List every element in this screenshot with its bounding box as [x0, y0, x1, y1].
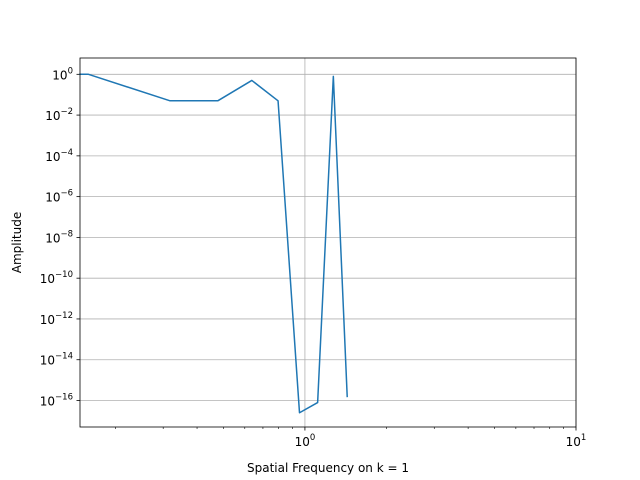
y-tick-label: 10−8: [45, 229, 73, 245]
y-tick-label: 10−4: [45, 148, 73, 164]
y-tick-label: 10−16: [40, 392, 73, 408]
ticks: [76, 73, 577, 431]
y-tick-label: 10−6: [45, 189, 73, 205]
plot-frame: [79, 57, 577, 428]
series-line: [79, 73, 348, 414]
tick-labels: 100 101 100 10−2 10−4 10−6 10−8 10−10 10−12 10−14…: [40, 66, 587, 449]
x-axis-title: Spatial Frequency on k = 1: [247, 461, 409, 475]
series-layer: [79, 73, 348, 414]
y-tick-label: 10−12: [40, 311, 73, 327]
y-tick-label: 100: [52, 66, 73, 82]
y-tick-label: 10−14: [40, 352, 73, 368]
y-tick-label: 10−2: [45, 107, 73, 123]
y-tick-label: 10−10: [40, 270, 73, 286]
x-tick-label: 100: [295, 433, 316, 449]
x-tick-label: 101: [566, 433, 587, 449]
y-axis-title: Amplitude: [10, 212, 24, 274]
